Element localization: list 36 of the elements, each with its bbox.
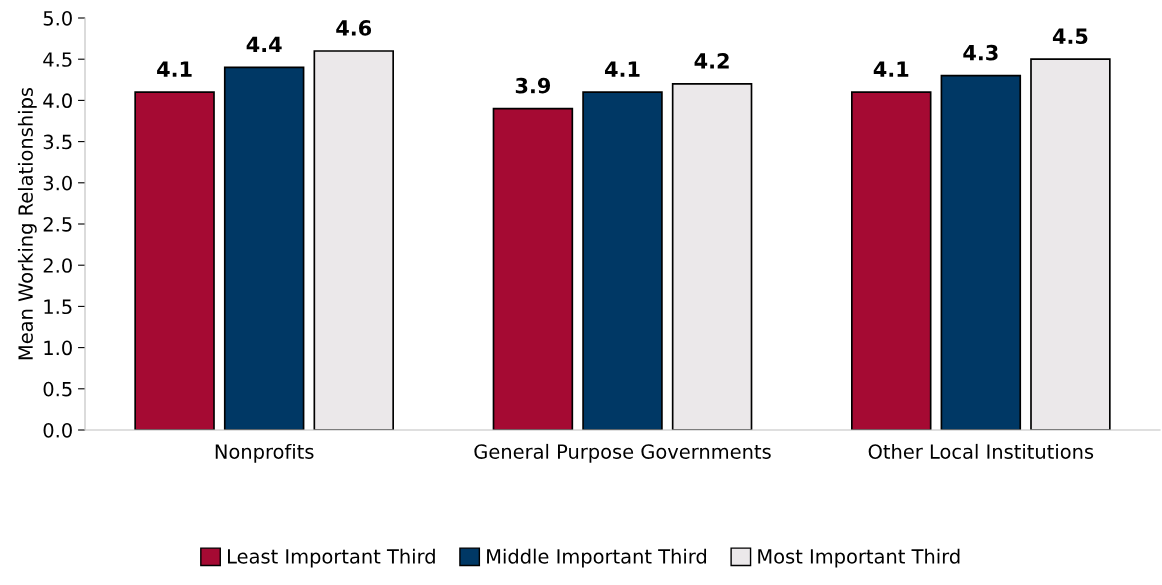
y-axis-title: Mean Working Relationships	[17, 87, 37, 360]
legend-label: Least Important Third	[228, 548, 435, 568]
bar	[671, 83, 753, 430]
y-tick-label: 1.0	[44, 340, 72, 356]
y-tick-label: 0.0	[43, 422, 72, 438]
y-tick-label: 1.5	[44, 299, 72, 315]
data-label: 3.9	[515, 77, 551, 94]
bar	[492, 107, 574, 430]
y-tick-label: 0.5	[43, 381, 72, 397]
y-tick-label: 4.0	[43, 93, 72, 109]
bar	[1030, 58, 1111, 430]
data-label: 4.6	[336, 20, 372, 36]
data-label: 4.5	[1052, 28, 1088, 45]
bar	[582, 91, 663, 430]
y-tick-label: 5.0	[43, 10, 72, 26]
data-label: 4.3	[963, 44, 998, 61]
bar	[134, 91, 215, 430]
bar	[223, 66, 305, 430]
x-tick-label: General Purpose Governments	[474, 443, 771, 463]
bar	[940, 74, 1022, 430]
y-tick-label: 3.0	[43, 175, 72, 191]
data-label: 4.1	[604, 61, 640, 77]
data-label: 4.1	[873, 61, 909, 77]
bar	[850, 91, 932, 430]
y-tick-label: 2.0	[43, 258, 72, 273]
legend-label: Middle Important Third	[487, 548, 707, 568]
data-label: 4.2	[694, 53, 729, 69]
y-tick-label: 4.5	[43, 52, 72, 67]
data-label: 4.4	[246, 36, 282, 52]
y-tick-label: 2.5	[43, 216, 72, 232]
y-tick-label: 3.5	[43, 134, 72, 150]
x-tick-label: Other Local Institutions	[868, 443, 1094, 459]
bar	[313, 50, 395, 430]
x-tick-label: Nonprofits	[215, 443, 314, 463]
data-label: 4.1	[157, 61, 192, 77]
legend-label: Most Important Third	[758, 548, 960, 568]
